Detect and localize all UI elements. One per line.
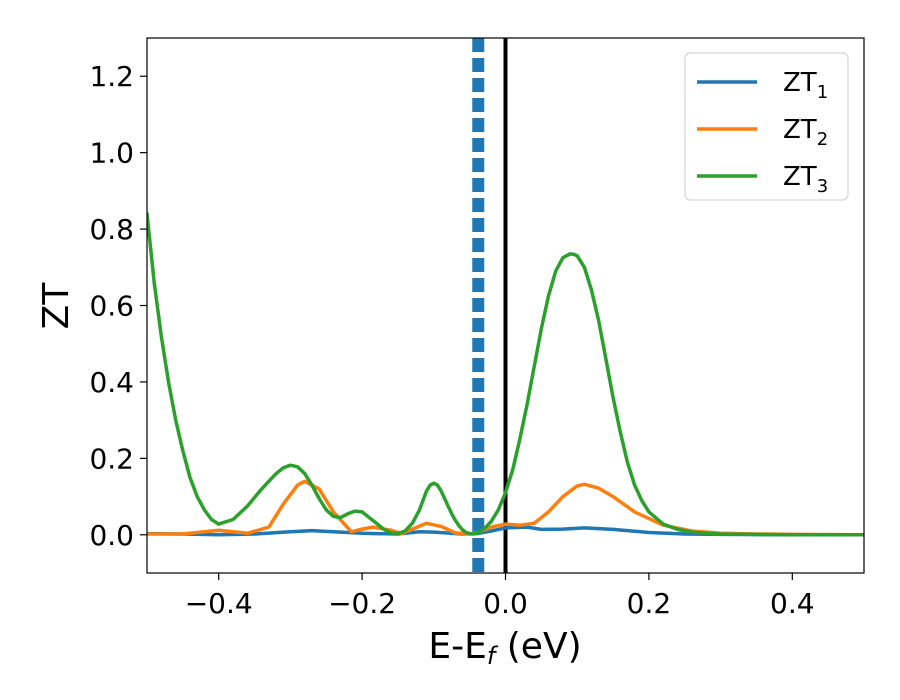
x-tick-label: 0.4 xyxy=(770,587,815,620)
series-lines xyxy=(147,212,864,537)
y-tick-label: 0.0 xyxy=(89,519,134,552)
y-tick-label: 0.8 xyxy=(89,213,134,246)
y-tick-label: 1.0 xyxy=(89,137,134,170)
series-line-zt3 xyxy=(147,212,864,537)
legend-label-zt3: ZT3 xyxy=(783,162,828,197)
y-tick-label: 1.2 xyxy=(89,60,134,93)
y-axis: 0.0 0.2 0.4 0.6 0.8 1.0 1.2 xyxy=(89,60,147,552)
x-tick-label: 0.2 xyxy=(627,587,672,620)
legend: ZT1 ZT2 ZT3 xyxy=(684,52,849,201)
legend-box xyxy=(684,52,849,201)
x-tick-label: 0.0 xyxy=(483,587,528,620)
y-axis-label: ZT xyxy=(36,282,77,330)
y-tick-label: 0.6 xyxy=(89,290,134,323)
y-tick-label: 0.2 xyxy=(89,442,134,475)
series-line-zt2 xyxy=(147,479,864,537)
x-tick-label: −0.4 xyxy=(185,587,253,620)
x-tick-label: −0.2 xyxy=(328,587,396,620)
x-axis: −0.4 −0.2 0.0 0.2 0.4 xyxy=(185,573,815,620)
legend-label-zt2: ZT2 xyxy=(783,115,828,150)
x-axis-label: E-Ef (eV) xyxy=(428,626,581,670)
legend-label-zt1: ZT1 xyxy=(783,68,828,103)
y-tick-label: 0.4 xyxy=(89,366,134,399)
reference-lines xyxy=(472,38,508,573)
